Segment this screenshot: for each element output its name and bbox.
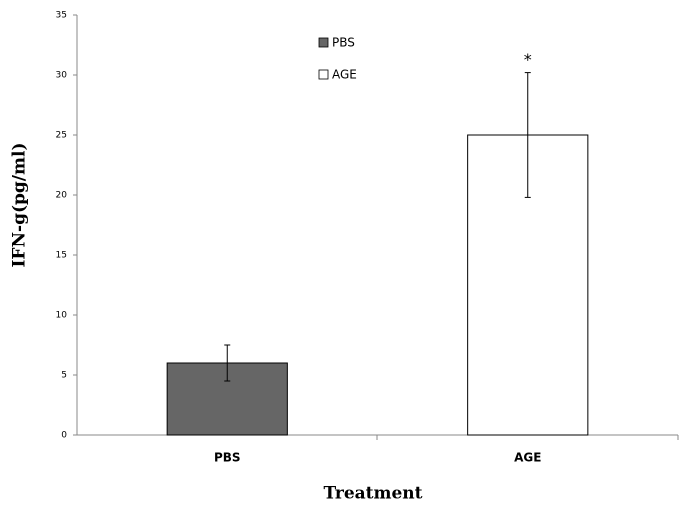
legend-label: PBS xyxy=(332,36,355,50)
y-axis-title: IFN-g(pg/ml) xyxy=(10,142,30,267)
x-tick-label: AGE xyxy=(514,451,541,465)
legend-label: AGE xyxy=(332,68,357,82)
y-tick-label: 15 xyxy=(56,251,67,261)
annotation: * xyxy=(524,50,532,69)
legend-swatch xyxy=(318,37,329,48)
y-tick-label: 20 xyxy=(56,191,68,201)
x-tick-label: PBS xyxy=(214,451,241,465)
y-tick-label: 25 xyxy=(56,131,67,141)
y-tick-label: 10 xyxy=(56,311,68,321)
error-bar xyxy=(524,72,531,198)
error-bar xyxy=(224,344,231,382)
x-axis-title: Treatment xyxy=(323,484,422,504)
y-tick-label: 5 xyxy=(61,371,67,381)
y-tick-label: 30 xyxy=(56,71,68,81)
y-tick-label: 0 xyxy=(61,431,67,441)
legend-swatch xyxy=(318,69,329,80)
y-tick-label: 35 xyxy=(56,11,67,21)
